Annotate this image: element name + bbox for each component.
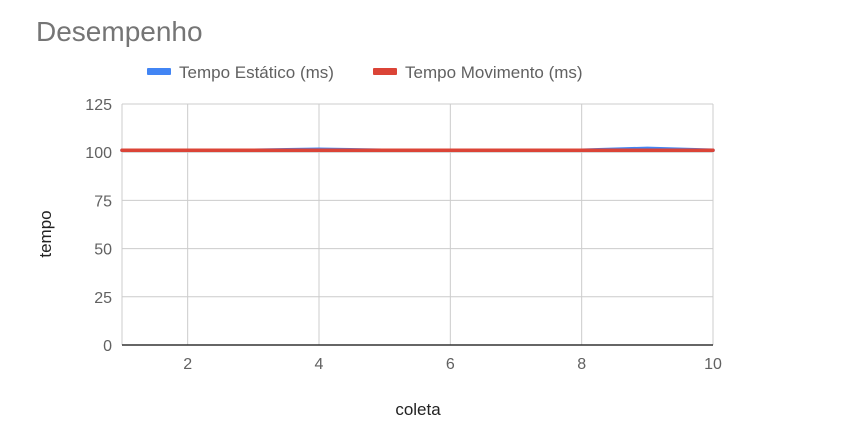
y-tick-label: 125 (85, 97, 112, 114)
legend-swatch-movimento (373, 68, 397, 75)
y-tick-label: 25 (94, 290, 112, 307)
x-tick-label: 4 (315, 356, 324, 373)
legend: Tempo Estático (ms) Tempo Movimento (ms) (147, 63, 583, 82)
legend-label-estatico[interactable]: Tempo Estático (ms) (179, 63, 334, 82)
x-axis-title: coleta (395, 400, 441, 419)
x-tick-label: 6 (446, 356, 455, 373)
chart-title: Desempenho (36, 16, 203, 47)
grid (121, 103, 714, 346)
y-tick-label: 100 (85, 145, 112, 162)
x-tick-label: 2 (183, 356, 192, 373)
x-axis-ticks: 2 4 6 8 10 (183, 356, 722, 373)
legend-label-movimento[interactable]: Tempo Movimento (ms) (405, 63, 583, 82)
x-tick-label: 8 (577, 356, 586, 373)
series-lines (120, 146, 715, 153)
y-axis-title: tempo (36, 210, 55, 257)
y-tick-label: 50 (94, 242, 112, 259)
y-tick-label: 75 (94, 193, 112, 210)
x-tick-label: 10 (704, 356, 722, 373)
legend-swatch-estatico (147, 68, 171, 75)
y-tick-label: 0 (103, 338, 112, 355)
y-axis-ticks: 0 25 50 75 100 125 (85, 97, 112, 355)
